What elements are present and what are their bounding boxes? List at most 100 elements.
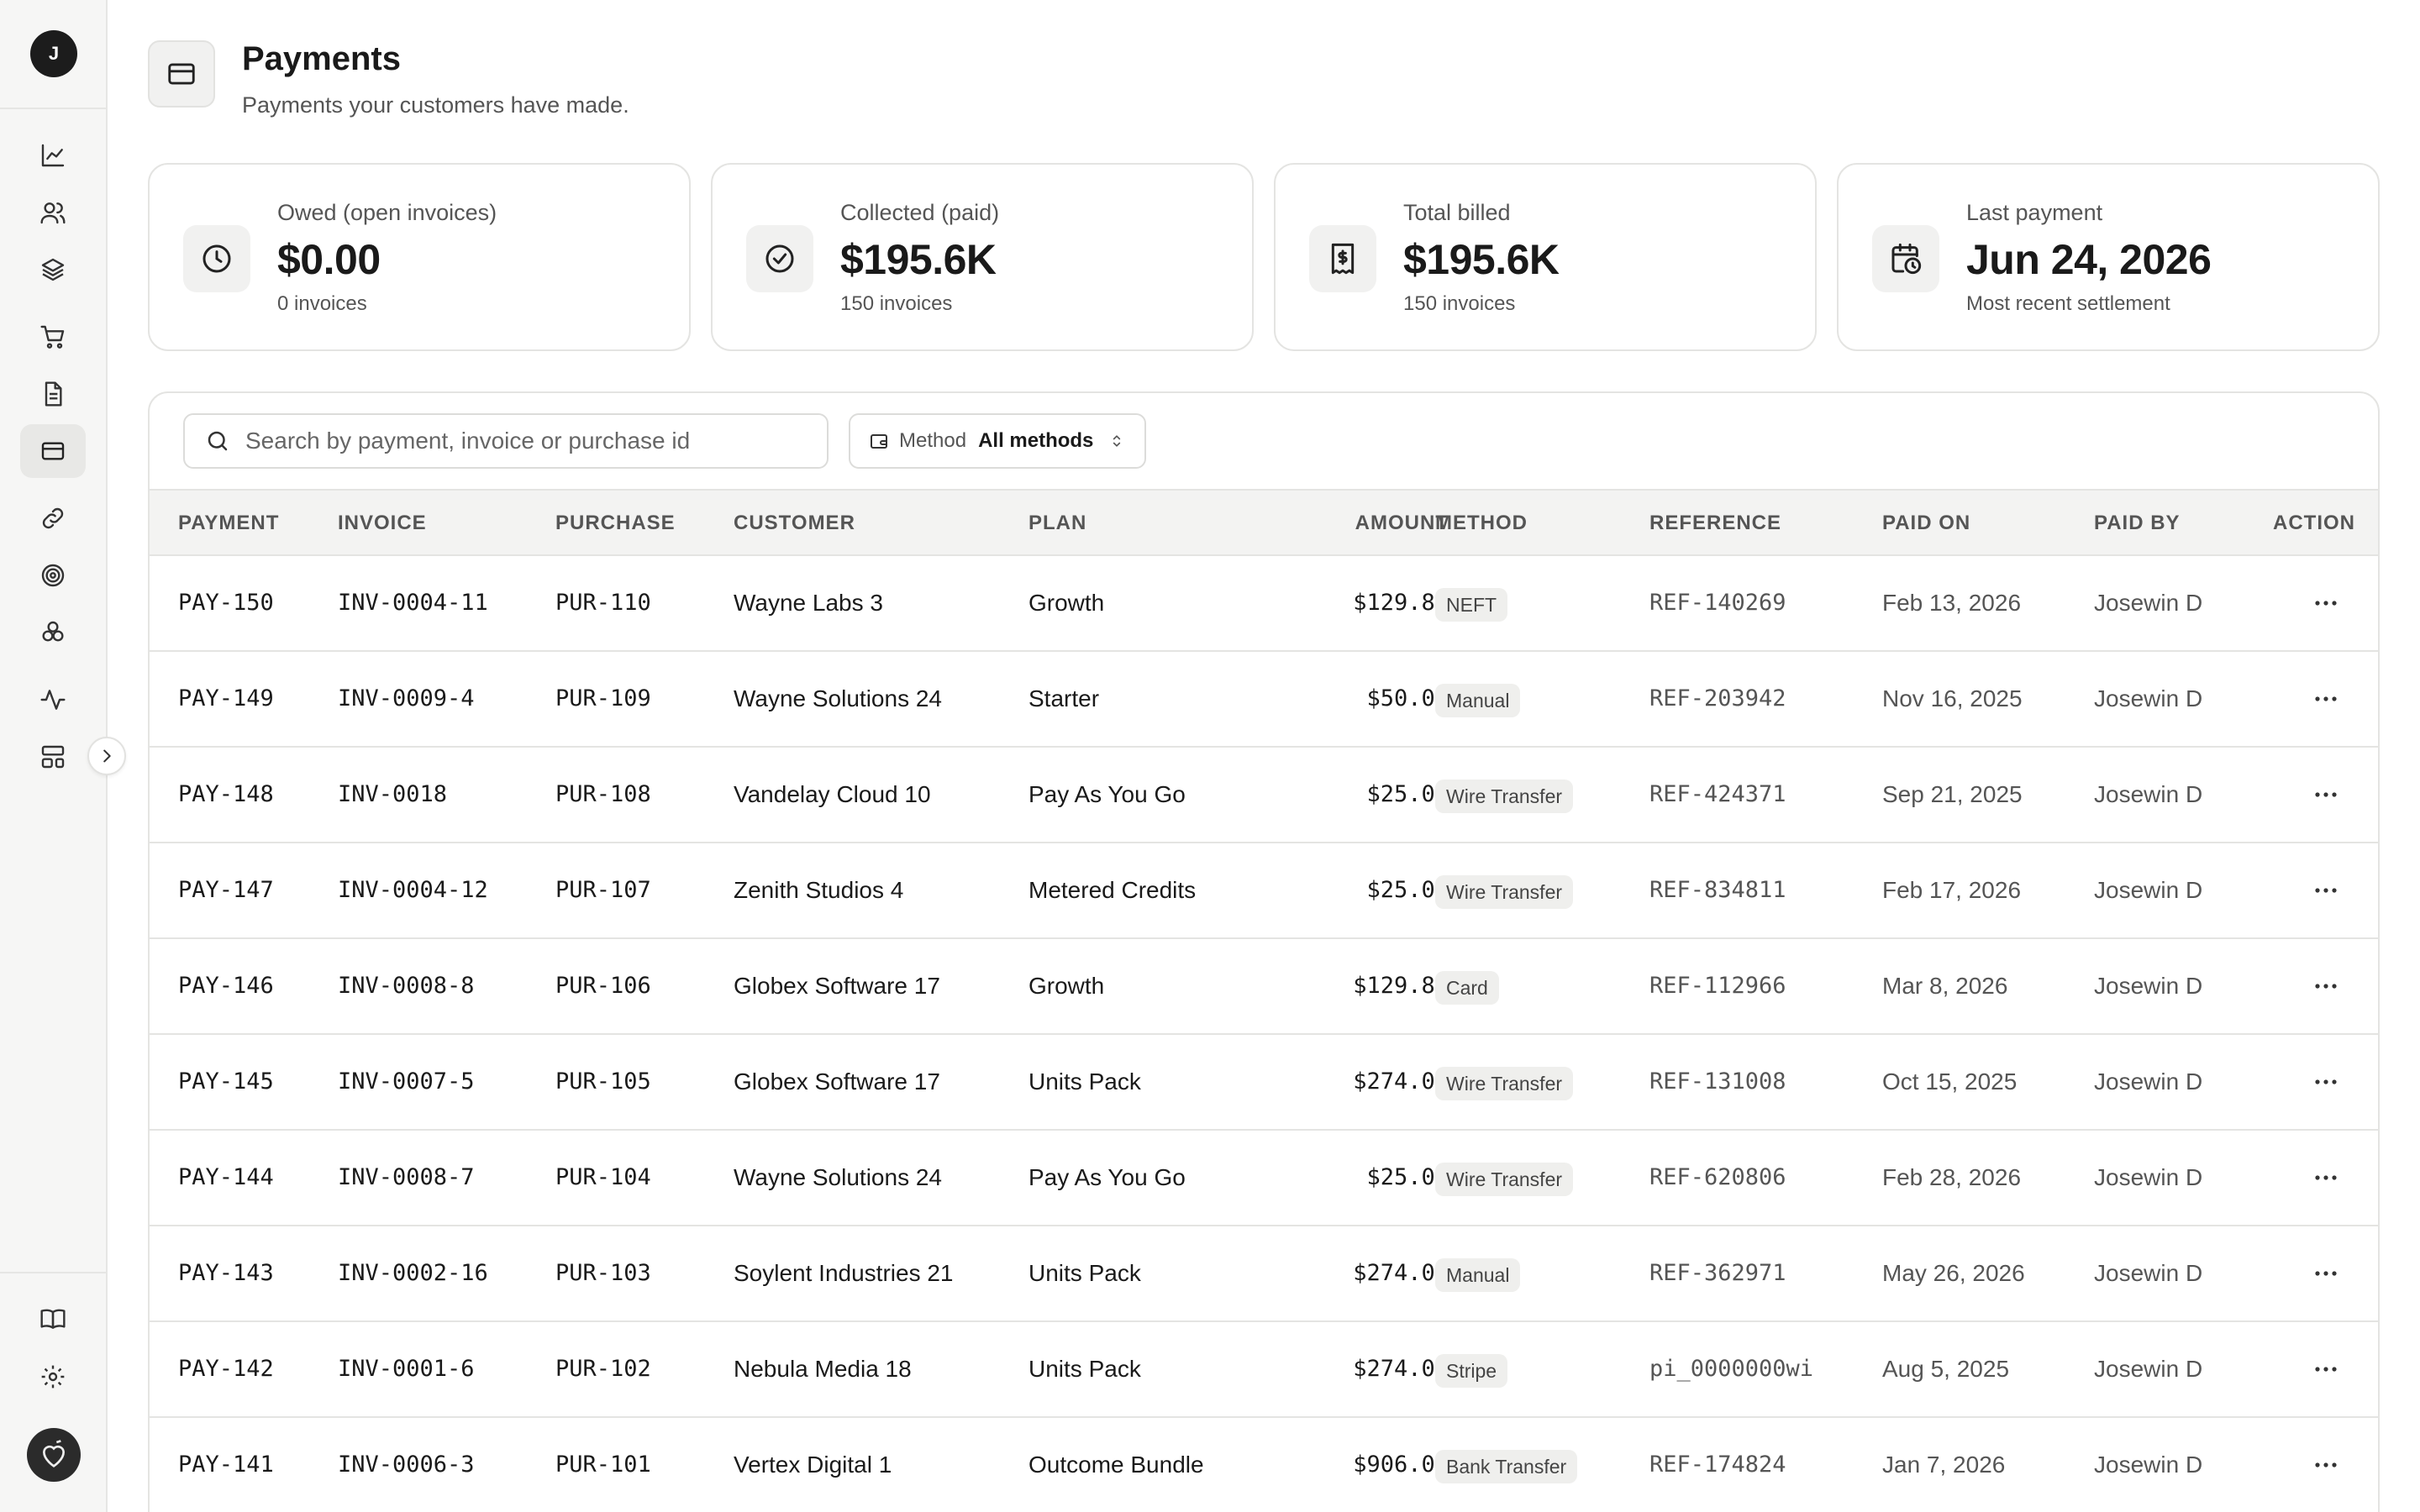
nav-docs[interactable] (20, 1292, 86, 1346)
column-header-paid-on[interactable]: PAID ON (1882, 512, 1971, 534)
more-horizontal-icon (2315, 1175, 2337, 1180)
row-actions-button[interactable] (2309, 976, 2343, 996)
purchase-id[interactable]: PUR-104 (555, 1164, 651, 1190)
invoice-id[interactable]: INV-0018 (338, 781, 448, 807)
row-actions-button[interactable] (2309, 1263, 2343, 1284)
amount-value: $274.00 (1353, 1068, 1449, 1095)
row-actions-button[interactable] (2309, 689, 2343, 709)
column-header-reference[interactable]: REFERENCE (1649, 512, 1782, 534)
stat-label: Last payment (1966, 200, 2103, 225)
paid-by-name: Josewin D (2094, 1260, 2203, 1286)
table-row[interactable]: PAY-142 INV-0001-6 PUR-102 Nebula Media 18 U… (150, 1322, 2378, 1418)
payment-id[interactable]: PAY-147 (178, 877, 274, 903)
purchase-id[interactable]: PUR-106 (555, 973, 651, 999)
method-filter[interactable]: Method All methods (849, 413, 1146, 469)
more-horizontal-icon (2315, 888, 2337, 893)
nav-layout[interactable] (20, 730, 86, 784)
nav-customers[interactable] (20, 186, 86, 239)
purchase-id[interactable]: PUR-101 (555, 1452, 651, 1478)
payment-id[interactable]: PAY-148 (178, 781, 274, 807)
purchase-id[interactable]: PUR-102 (555, 1356, 651, 1382)
nav-components[interactable] (20, 606, 86, 659)
book-icon (40, 1309, 66, 1329)
nav-goals[interactable] (20, 549, 86, 602)
payment-id[interactable]: PAY-143 (178, 1260, 274, 1286)
payment-id[interactable]: PAY-149 (178, 685, 274, 711)
invoice-id[interactable]: INV-0009-4 (338, 685, 475, 711)
table-row[interactable]: PAY-149 INV-0009-4 PUR-109 Wayne Solutions … (150, 652, 2378, 748)
invoice-id[interactable]: INV-0001-6 (338, 1356, 475, 1382)
nav-settings[interactable] (20, 1350, 86, 1404)
row-actions-button[interactable] (2309, 1072, 2343, 1092)
nav-products[interactable] (20, 243, 86, 297)
payment-id[interactable]: PAY-146 (178, 973, 274, 999)
method-badge: Wire Transfer (1435, 875, 1574, 909)
user-avatar[interactable]: J (30, 30, 77, 77)
plan-name: Metered Credits (1028, 877, 1197, 903)
calendar-clock-icon (1891, 243, 1922, 275)
payment-id[interactable]: PAY-145 (178, 1068, 274, 1095)
purchase-id[interactable]: PUR-110 (555, 590, 651, 616)
page-subtitle: Payments your customers have made. (242, 92, 629, 118)
nav-integrations[interactable] (20, 491, 86, 545)
column-header-invoice[interactable]: INVOICE (338, 512, 427, 534)
row-actions-button[interactable] (2309, 593, 2343, 613)
method-badge: Bank Transfer (1435, 1450, 1578, 1483)
column-header-purchase[interactable]: PURCHASE (555, 512, 676, 534)
row-actions-button[interactable] (2309, 785, 2343, 805)
payment-id[interactable]: PAY-142 (178, 1356, 274, 1382)
table-row[interactable]: PAY-147 INV-0004-12 PUR-107 Zenith Studios … (150, 843, 2378, 939)
activity-icon (40, 690, 66, 710)
column-header-amount[interactable]: AMOUNT (1355, 512, 1449, 534)
column-header-customer[interactable]: CUSTOMER (734, 512, 855, 534)
nav-invoices[interactable] (20, 367, 86, 421)
nav-purchases[interactable] (20, 310, 86, 364)
column-header-paid-by[interactable]: PAID BY (2094, 512, 2181, 534)
payment-id[interactable]: PAY-150 (178, 590, 274, 616)
table-row[interactable]: PAY-145 INV-0007-5 PUR-105 Globex Software … (150, 1035, 2378, 1131)
purchase-id[interactable]: PUR-103 (555, 1260, 651, 1286)
column-header-method[interactable]: METHOD (1435, 512, 1528, 534)
plan-name: Units Pack (1028, 1068, 1141, 1095)
avatar-emblem-icon (42, 1440, 66, 1467)
amount-value: $25.00 (1366, 877, 1449, 903)
invoice-id[interactable]: INV-0006-3 (338, 1452, 475, 1478)
table-row[interactable]: PAY-141 INV-0006-3 PUR-101 Vertex Digital 1… (150, 1418, 2378, 1512)
row-actions-button[interactable] (2309, 1359, 2343, 1379)
table-row[interactable]: PAY-143 INV-0002-16 PUR-103 Soylent Industr… (150, 1226, 2378, 1322)
payment-id[interactable]: PAY-144 (178, 1164, 274, 1190)
stat-icon-box (746, 225, 813, 292)
row-actions-button[interactable] (2309, 880, 2343, 900)
invoice-id[interactable]: INV-0002-16 (338, 1260, 488, 1286)
nav-activity[interactable] (20, 673, 86, 727)
search-box[interactable] (183, 413, 829, 469)
table-row[interactable]: PAY-146 INV-0008-8 PUR-106 Globex Software … (150, 939, 2378, 1035)
table-row[interactable]: PAY-144 INV-0008-7 PUR-104 Wayne Solutions … (150, 1131, 2378, 1226)
invoice-id[interactable]: INV-0004-12 (338, 877, 488, 903)
invoice-id[interactable]: INV-0008-8 (338, 973, 475, 999)
row-actions-button[interactable] (2309, 1168, 2343, 1188)
nav-payments[interactable] (20, 424, 86, 478)
purchase-id[interactable]: PUR-108 (555, 781, 651, 807)
column-header-payment[interactable]: PAYMENT (178, 512, 280, 534)
stat-foot: 150 invoices (1403, 292, 1516, 315)
nav-analytics[interactable] (20, 129, 86, 182)
customer-name: Vandelay Cloud 10 (734, 781, 931, 807)
purchase-id[interactable]: PUR-109 (555, 685, 651, 711)
account-avatar[interactable] (27, 1428, 81, 1482)
payments-table-panel: Method All methods PAYMENT INVOICE PURCH… (148, 391, 2380, 1512)
row-actions-button[interactable] (2309, 1455, 2343, 1475)
invoice-id[interactable]: INV-0008-7 (338, 1164, 475, 1190)
purchase-id[interactable]: PUR-107 (555, 877, 651, 903)
stat-value: $0.00 (277, 236, 381, 283)
table-row[interactable]: PAY-148 INV-0018 PUR-108 Vandelay Cloud 10 P… (150, 748, 2378, 843)
purchase-id[interactable]: PUR-105 (555, 1068, 651, 1095)
invoice-id[interactable]: INV-0004-11 (338, 590, 488, 616)
search-input[interactable] (245, 428, 800, 454)
payment-id[interactable]: PAY-141 (178, 1452, 274, 1478)
table-row[interactable]: PAY-150 INV-0004-11 PUR-110 Wayne Labs 3 Gro… (150, 556, 2378, 652)
column-header-plan[interactable]: PLAN (1028, 512, 1087, 534)
sidebar-expand-button[interactable] (87, 737, 126, 775)
invoice-id[interactable]: INV-0007-5 (338, 1068, 475, 1095)
method-badge: Wire Transfer (1435, 1067, 1574, 1100)
